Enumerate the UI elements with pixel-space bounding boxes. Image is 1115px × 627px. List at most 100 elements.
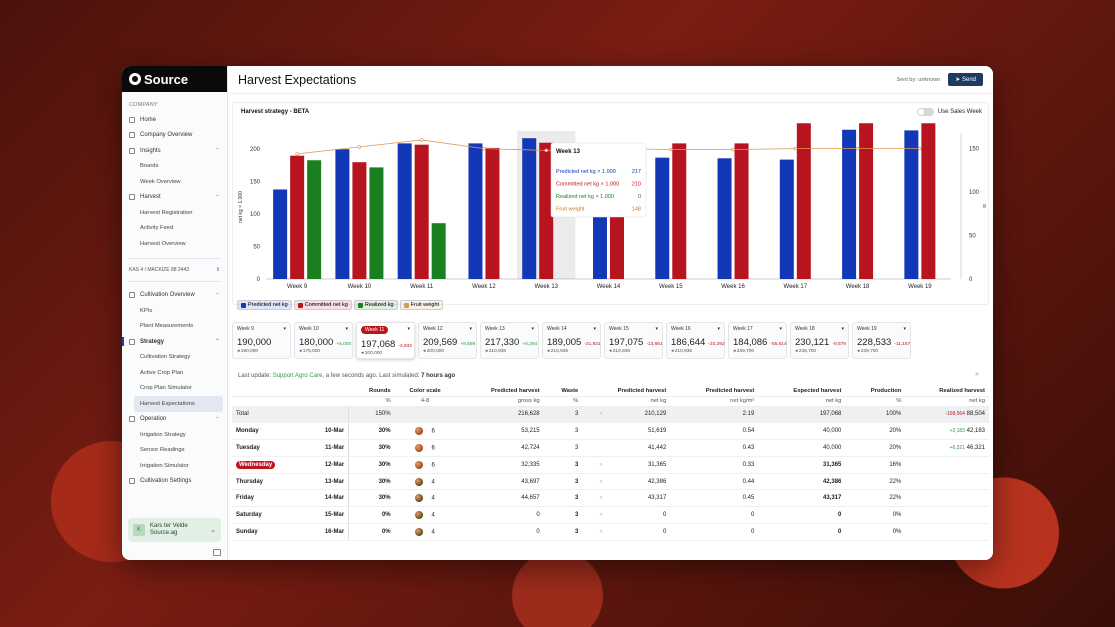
expand-row-icon[interactable]: »	[582, 456, 607, 474]
expected-cell[interactable]: 0	[758, 506, 846, 525]
week-card[interactable]: Week 16 ▾ 186,644 -24,292 ◂ 210,936	[666, 322, 725, 359]
sidebar-item-irrigation-strategy[interactable]: Irrigation Strategy	[140, 431, 186, 438]
dropdown-icon[interactable]: ▾	[903, 326, 906, 332]
dropdown-icon[interactable]: ▾	[841, 326, 844, 332]
rounds-cell[interactable]: 30%	[348, 439, 395, 457]
sidebar-item-cultivation-overview[interactable]: Cultivation Overview ⌃	[122, 288, 227, 304]
expand-icon[interactable]: »	[975, 371, 979, 378]
expand-row-icon[interactable]	[582, 422, 607, 441]
legend-item[interactable]: Fruit weight	[399, 300, 444, 310]
week-card[interactable]: Week 17 ▾ 184,086 -55,614 ◂ 239,700	[728, 322, 787, 359]
waste-cell[interactable]: 3	[543, 489, 583, 508]
color-scale-cell[interactable]: 4	[394, 489, 456, 508]
rounds-cell[interactable]: 30%	[348, 473, 395, 491]
waste-cell[interactable]: 3	[543, 422, 583, 441]
color-scale-cell[interactable]: 6	[394, 422, 456, 441]
legend-item[interactable]: Committed net kg	[293, 300, 352, 310]
harvest-chart[interactable]: 0 50 100 150 200 0 50 100 150 net kg × 1.000 g Week…	[233, 123, 990, 298]
toggle-switch[interactable]	[916, 108, 934, 116]
send-button[interactable]: ➤ Send	[948, 73, 983, 86]
week-card[interactable]: Week 12 ▾ 209,569 +9,569 ◂ 200,000	[418, 322, 477, 359]
week-card[interactable]: Week 18 ▾ 230,121 -9,579 ◂ 239,700	[790, 322, 849, 359]
week-card[interactable]: Week 13 ▾ 217,330 +6,394 ◂ 210,936	[480, 322, 539, 359]
expand-row-icon[interactable]: »	[582, 489, 607, 508]
rounds-cell[interactable]: 0%	[348, 523, 395, 541]
page-title: Harvest Expectations	[238, 72, 357, 87]
week-card[interactable]: Week 9 ▾ 190,000 ◂ 190,000	[232, 322, 291, 359]
sidebar-item-cultivation-strategy[interactable]: Cultivation Strategy	[140, 354, 191, 361]
rounds-cell[interactable]: 0%	[348, 506, 395, 525]
collapse-sidebar-icon[interactable]	[213, 549, 221, 556]
waste-cell[interactable]: 3	[543, 473, 583, 491]
dropdown-icon[interactable]: ▾	[593, 326, 596, 332]
expand-row-icon[interactable]: »	[582, 506, 607, 525]
dropdown-icon[interactable]: ▾	[345, 326, 348, 332]
sidebar-item-crop-plan-simulator[interactable]: Crop Plan Simulator	[140, 385, 192, 392]
dropdown-icon[interactable]: ▾	[717, 326, 720, 332]
today-badge: Wednesday	[236, 460, 276, 469]
sidebar-item-harvest[interactable]: Harvest ⌃	[122, 190, 227, 206]
color-scale-cell[interactable]: 4	[394, 473, 456, 491]
color-scale-cell[interactable]: 4	[394, 523, 456, 541]
waste-cell[interactable]: 3	[543, 439, 583, 457]
week-card[interactable]: Week 15 ▾ 197,075 -13,661 ◂ 210,936	[604, 322, 663, 359]
waste-cell[interactable]: 3	[543, 456, 583, 474]
dropdown-icon[interactable]: ▾	[407, 326, 410, 332]
sidebar-item-plant-measurements[interactable]: Plant Measurements	[140, 323, 194, 330]
user-card[interactable]: K Kars ter Velde Source.ag ⌄	[128, 518, 221, 542]
expected-cell[interactable]: 40,000	[758, 439, 846, 457]
sidebar-item-boards[interactable]: Boards	[140, 163, 159, 170]
realized-cell	[905, 506, 989, 525]
net-cell: 41,442	[606, 439, 671, 457]
expected-cell[interactable]: 43,317	[758, 489, 846, 508]
expand-row-icon[interactable]	[582, 439, 607, 457]
expected-cell[interactable]: 42,386	[758, 473, 846, 491]
sidebar-item-irrigation-simulator[interactable]: Irrigation Simulator	[140, 462, 189, 469]
sidebar-item-week-overview[interactable]: Week Overview	[140, 178, 181, 185]
sidebar-item-harvest-registration[interactable]: Harvest Registration	[140, 209, 193, 216]
expected-cell[interactable]: 31,365	[758, 456, 846, 474]
sidebar-item-kpis[interactable]: KPIs	[140, 307, 153, 314]
waste-cell[interactable]: 3	[543, 523, 583, 541]
dropdown-icon[interactable]: ▾	[531, 326, 534, 332]
rounds-cell[interactable]: 30%	[348, 456, 395, 474]
site-selector[interactable]: KAS 4 / MACKIZE 88 2443 ⇕	[129, 266, 220, 273]
color-scale-cell[interactable]: 6	[394, 439, 456, 457]
week-card[interactable]: Week 11 ▾ 197,068 -2,932 ◂ 200,000	[356, 322, 415, 359]
expand-row-icon[interactable]: »	[582, 473, 607, 491]
dropdown-icon[interactable]: ▾	[779, 326, 782, 332]
rounds-cell[interactable]: 30%	[348, 422, 395, 441]
legend-item[interactable]: Realized kg	[353, 300, 398, 310]
expected-cell[interactable]: 0	[758, 523, 846, 541]
rounds-cell[interactable]: 30%	[348, 489, 395, 508]
sidebar-item-cultivation-settings[interactable]: Cultivation Settings	[122, 474, 227, 490]
dropdown-icon[interactable]: ▾	[469, 326, 472, 332]
dropdown-icon[interactable]: ▾	[655, 326, 658, 332]
logo[interactable]: Source	[122, 66, 227, 92]
expected-cell[interactable]: 40,000	[758, 422, 846, 441]
sidebar-item-harvest-expectations[interactable]: Harvest Expectations	[134, 396, 223, 412]
sidebar-item-sensor-readings[interactable]: Sensor Readings	[140, 447, 185, 454]
color-scale-cell[interactable]: 6	[394, 456, 456, 474]
expand-row-icon[interactable]: »	[582, 406, 607, 424]
chevron-up-icon: ⌃	[214, 292, 220, 299]
week-card[interactable]: Week 19 ▾ 228,533 -11,167 ◂ 239,700	[852, 322, 911, 359]
legend-item[interactable]: Predicted net kg	[237, 300, 292, 310]
color-scale-cell[interactable]: 4	[394, 506, 456, 525]
week-card[interactable]: Week 14 ▾ 189,005 -21,931 ◂ 210,936	[542, 322, 601, 359]
sidebar-item-insights[interactable]: Insights ⌃	[122, 143, 227, 159]
update-source-link[interactable]: Support Agro Care	[272, 373, 323, 379]
week-card[interactable]: Week 10 ▾ 180,000 +5,000 ◂ 175,000	[294, 322, 353, 359]
sidebar-item-strategy[interactable]: Strategy ⌃	[122, 334, 227, 350]
use-sales-week-toggle[interactable]: Use Sales Week	[916, 108, 982, 116]
expand-row-icon[interactable]: »	[582, 523, 607, 541]
sidebar-item-company-overview[interactable]: Company Overview	[122, 128, 227, 144]
dropdown-icon[interactable]: ▾	[283, 326, 286, 332]
week-label: Week 16	[671, 326, 691, 332]
sidebar-item-home[interactable]: Home	[122, 112, 227, 128]
sidebar-item-activity-feed[interactable]: Activity Feed	[140, 225, 174, 232]
sidebar-item-active-crop-plan[interactable]: Active Crop Plan	[140, 369, 184, 376]
sidebar-item-operation[interactable]: Operation ⌃	[122, 412, 227, 428]
sidebar-item-harvest-overview[interactable]: Harvest Overview	[140, 240, 186, 247]
waste-cell[interactable]: 3	[543, 506, 583, 525]
